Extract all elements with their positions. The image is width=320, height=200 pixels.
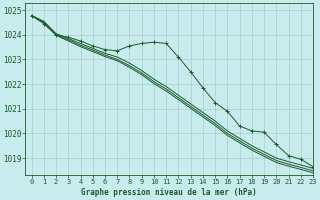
X-axis label: Graphe pression niveau de la mer (hPa): Graphe pression niveau de la mer (hPa): [81, 188, 257, 197]
